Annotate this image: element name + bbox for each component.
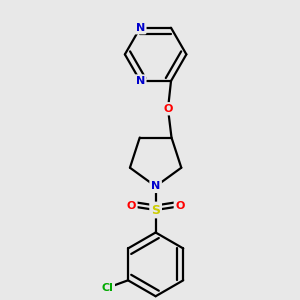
Text: Cl: Cl <box>101 283 113 293</box>
Text: O: O <box>175 201 185 211</box>
Text: N: N <box>136 23 145 33</box>
Text: N: N <box>151 182 160 191</box>
Text: O: O <box>163 104 173 114</box>
Text: N: N <box>136 76 145 86</box>
Text: O: O <box>127 201 136 211</box>
Text: S: S <box>151 203 160 217</box>
